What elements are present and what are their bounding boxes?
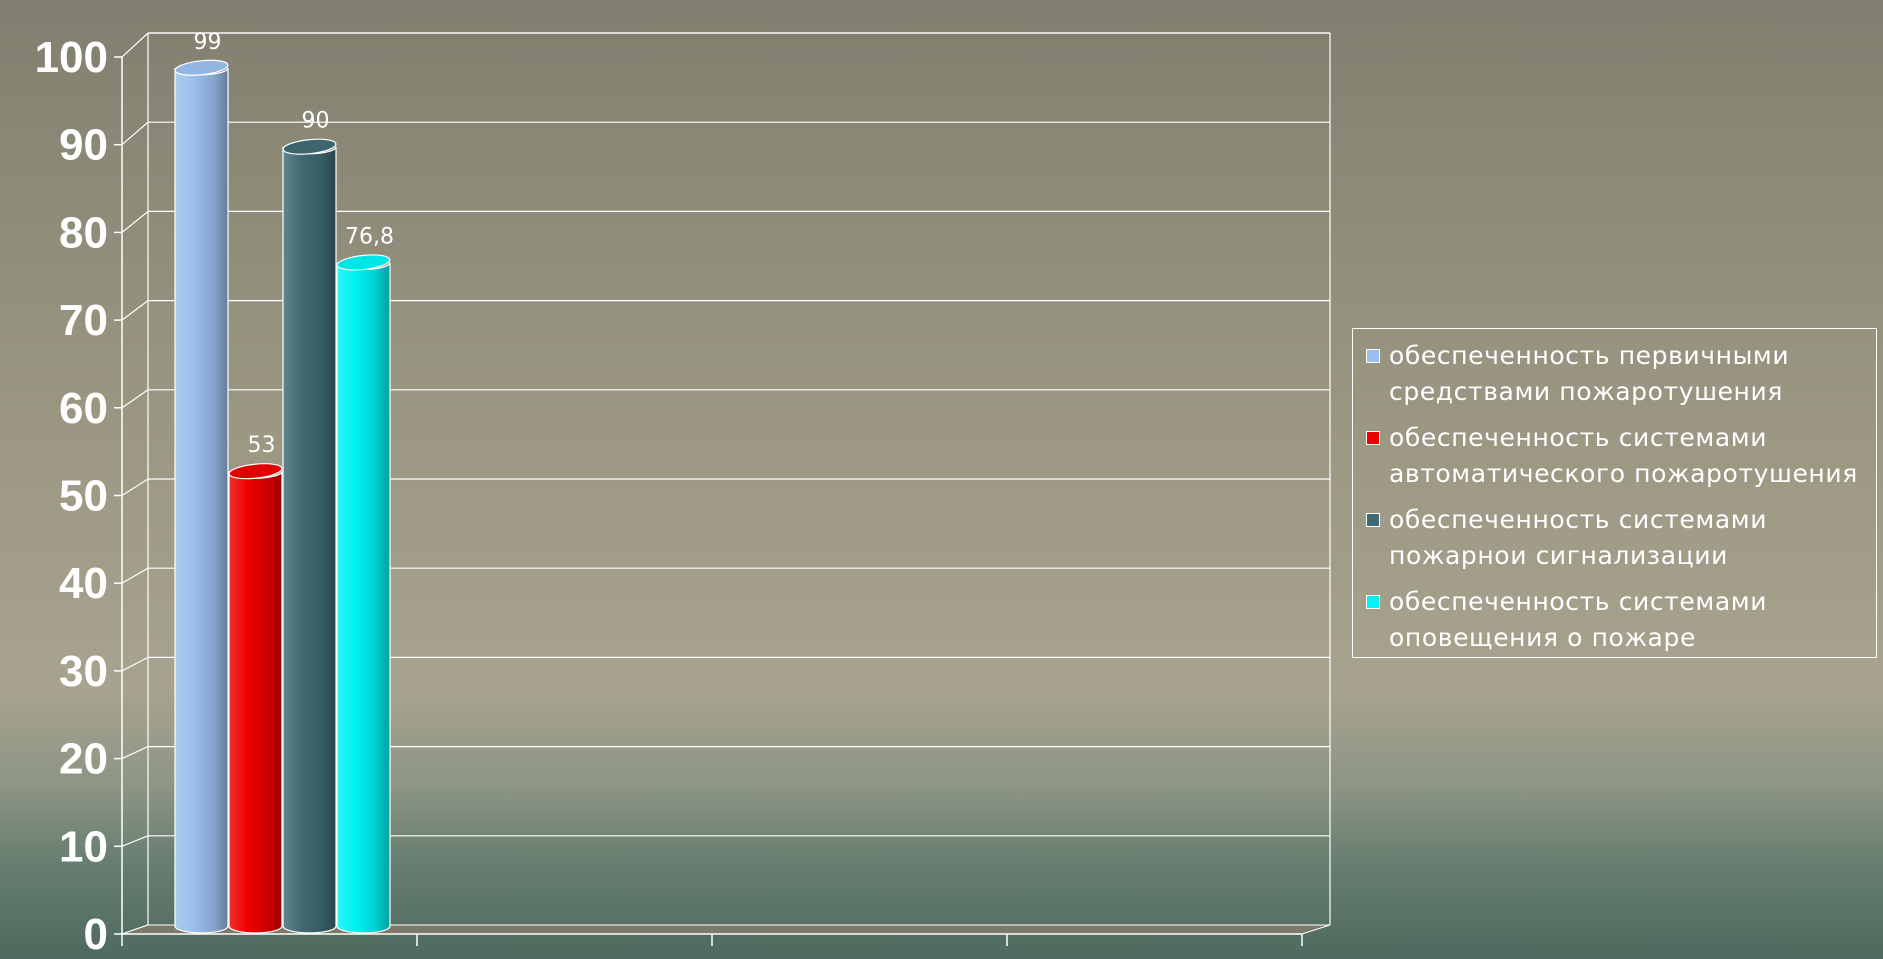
legend-swatch: [1366, 595, 1380, 609]
data-label-4: 76,8: [345, 224, 394, 249]
legend-swatch: [1366, 431, 1380, 445]
bar-3: [282, 146, 337, 934]
bar-top-4: [336, 254, 391, 271]
gridline-diagonal: [121, 746, 149, 760]
legend-label: автоматического пожаротушения: [1389, 459, 1858, 488]
y-tick-label: 70: [59, 296, 108, 345]
legend-item-2: обеспеченность системами автоматического …: [1363, 420, 1876, 502]
gridline-diagonal: [121, 121, 149, 146]
bar-group: [228, 463, 283, 934]
chart-floor: [121, 924, 1331, 946]
bar-top-3: [282, 138, 337, 155]
data-labels: 99 53 90 76,8: [194, 30, 394, 458]
gridline-diagonal: [121, 567, 149, 584]
y-tick-label: 20: [59, 735, 108, 784]
legend-label: обеспеченность первичными: [1389, 341, 1790, 370]
bar-group: [282, 138, 337, 934]
gridline-diagonal: [121, 835, 149, 847]
y-axis: 0 10 20 30 40 50 60 70 80 90 100: [35, 33, 123, 959]
y-tick-label: 80: [59, 208, 108, 257]
bar-2: [228, 471, 283, 934]
bar-4: [336, 262, 391, 934]
y-tick-label: 40: [59, 559, 108, 608]
legend-item-4: обеспеченность системами оповещения о пож…: [1363, 584, 1876, 666]
legend-label: обеспеченность системами: [1389, 423, 1768, 452]
gridline-diagonal: [121, 656, 149, 672]
legend-label: обеспеченность системами: [1389, 587, 1768, 616]
y-tick-label: 10: [59, 822, 108, 871]
bar-1: [174, 67, 229, 934]
legend-swatch: [1366, 349, 1380, 363]
y-tick-label: 90: [59, 121, 108, 170]
legend-item-1: обеспеченность первичными средствами пожа…: [1363, 338, 1876, 420]
legend-label: оповещения о пожаре: [1389, 623, 1696, 652]
y-tick-label: 30: [59, 647, 108, 696]
y-tick-label: 0: [84, 910, 108, 959]
legend-item-3: обеспеченность системами пожарнои сигнали…: [1363, 502, 1876, 584]
legend: обеспеченность первичными средствами пожа…: [1352, 328, 1877, 658]
bars: [174, 59, 391, 934]
y-tick-label: 60: [59, 384, 108, 433]
y-tick-label: 50: [59, 472, 108, 521]
gridline-diagonal: [121, 478, 149, 497]
data-label-3: 90: [302, 109, 330, 134]
data-label-2: 53: [248, 433, 276, 458]
legend-label: пожарнои сигнализации: [1389, 541, 1728, 570]
legend-label: средствами пожаротушения: [1389, 377, 1783, 406]
legend-label: обеспеченность системами: [1389, 505, 1768, 534]
gridline-diagonal: [121, 32, 149, 58]
bar-top-2: [228, 463, 283, 480]
legend-swatch: [1366, 513, 1380, 527]
bar-group: [174, 59, 229, 934]
bar-top-1: [174, 59, 229, 76]
gridline-diagonal: [121, 389, 149, 409]
gridline-diagonal: [121, 210, 149, 233]
gridline-diagonal: [121, 300, 149, 321]
data-label-1: 99: [194, 30, 222, 55]
y-tick-label: 100: [35, 33, 108, 82]
bar-group: [336, 254, 391, 934]
